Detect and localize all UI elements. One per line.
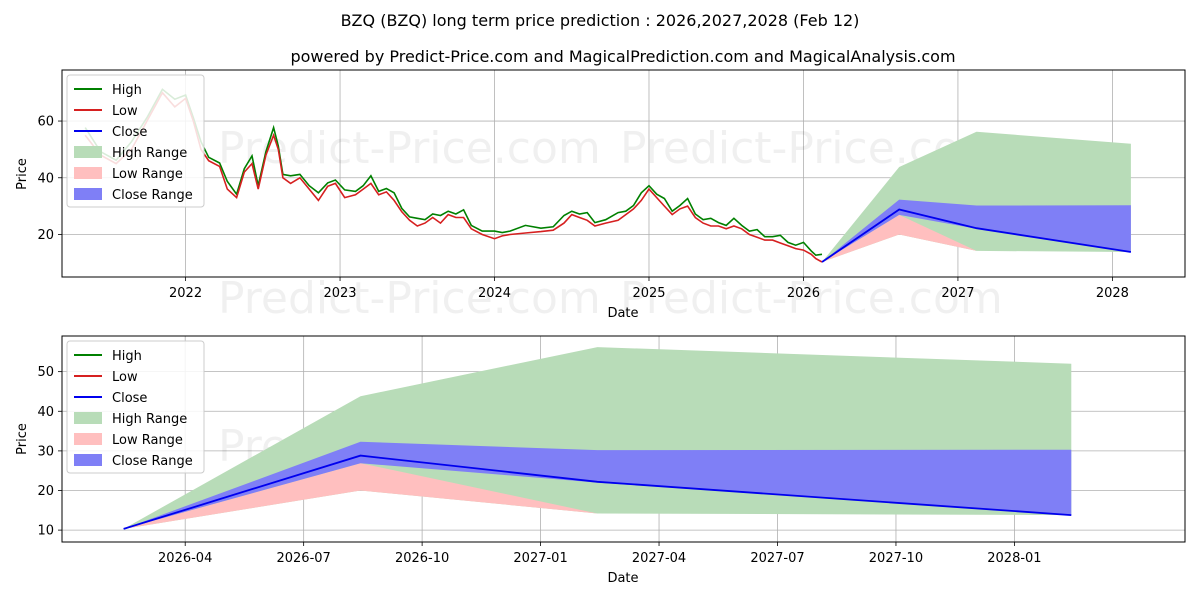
legend-low-range-swatch [74, 433, 102, 445]
y-tick-label: 50 [37, 365, 54, 380]
close-line [123, 454, 1072, 530]
legend-close-label: Close [112, 125, 147, 140]
x-tick-label: 2027 [941, 286, 974, 301]
top-xlabel: Date [607, 306, 638, 321]
legend-low-label: Low [112, 104, 138, 119]
bottom-xlabel: Date [607, 571, 638, 586]
x-tick-label: 2024 [478, 286, 511, 301]
x-tick-label: 2027-07 [750, 551, 804, 566]
x-tick-label: 2025 [632, 286, 665, 301]
y-tick-label: 40 [37, 171, 54, 186]
x-tick-label: 2026 [787, 286, 820, 301]
bottom-ylabel: Price [15, 423, 30, 455]
bottom-legend: High Low Close High Range Low Range Close Ran… [66, 340, 205, 474]
bottom-range-areas [123, 347, 1072, 529]
legend-close-label: Close [112, 391, 147, 406]
x-tick-label: 2026-04 [158, 551, 212, 566]
low-range-area [123, 463, 1072, 529]
y-tick-label: 10 [37, 524, 54, 539]
top-watermarks: Predict-Price.com Predict-Price.com Predic… [218, 123, 1003, 324]
legend-close-range-swatch [74, 188, 102, 200]
legend-high-label: High [112, 349, 142, 364]
y-tick-label: 20 [37, 484, 54, 499]
top-legend: High Low Close High Range Low Range Close Ran… [66, 74, 205, 208]
bottom-series-lines [123, 454, 1072, 530]
bottom-ticks: 2026-04 2026-07 2026-10 2027-01 2027-04 2027-… [37, 365, 1041, 566]
top-axes-frame [61, 69, 1186, 278]
legend-close-range-swatch [74, 454, 102, 466]
full-history-panel: Predict-Price.com Predict-Price.com Predic… [15, 69, 1186, 324]
x-tick-label: 2027-01 [513, 551, 567, 566]
top-ticks: 2022 2023 2024 2025 2026 2027 2028 20 40 60 [37, 115, 1128, 301]
y-tick-label: 60 [37, 115, 54, 130]
legend-close-range-label: Close Range [112, 454, 193, 469]
bottom-axes-frame [61, 335, 1186, 543]
top-range-areas [822, 131, 1131, 262]
legend-high-range-swatch [74, 412, 102, 424]
high-line [84, 88, 823, 257]
y-tick-label: 30 [37, 444, 54, 459]
x-tick-label: 2028-01 [987, 551, 1041, 566]
legend-low-range-label: Low Range [112, 167, 183, 182]
low-line [84, 91, 823, 263]
y-tick-label: 20 [37, 228, 54, 243]
close-line [821, 208, 1132, 263]
watermark-text: Predict-Price.com [620, 273, 1003, 324]
legend-low-range-label: Low Range [112, 433, 183, 448]
chart-title: BZQ (BZQ) long term price prediction : 2… [341, 11, 860, 30]
x-tick-label: 2027-04 [632, 551, 686, 566]
y-tick-label: 40 [37, 405, 54, 420]
low-range-area [822, 214, 1131, 262]
chart-subtitle: powered by Predict-Price.com and Magical… [290, 47, 955, 66]
legend-high-range-label: High Range [112, 412, 187, 427]
x-tick-label: 2027-10 [869, 551, 923, 566]
legend-high-range-label: High Range [112, 146, 187, 161]
legend-low-label: Low [112, 370, 138, 385]
watermark-text: Predict-Price.com [218, 123, 601, 174]
legend-low-range-swatch [74, 167, 102, 179]
watermark-text: Predict-Price.com [218, 273, 601, 324]
x-tick-label: 2026-10 [395, 551, 449, 566]
close-range-area [822, 199, 1131, 262]
x-tick-label: 2022 [169, 286, 202, 301]
top-series-lines [84, 88, 1132, 263]
close-range-area [123, 441, 1072, 529]
legend-close-range-label: Close Range [112, 188, 193, 203]
top-ylabel: Price [15, 158, 30, 190]
x-tick-label: 2028 [1096, 286, 1129, 301]
legend-high-range-swatch [74, 146, 102, 158]
legend-high-label: High [112, 83, 142, 98]
x-tick-label: 2026-07 [276, 551, 330, 566]
x-tick-label: 2023 [323, 286, 356, 301]
